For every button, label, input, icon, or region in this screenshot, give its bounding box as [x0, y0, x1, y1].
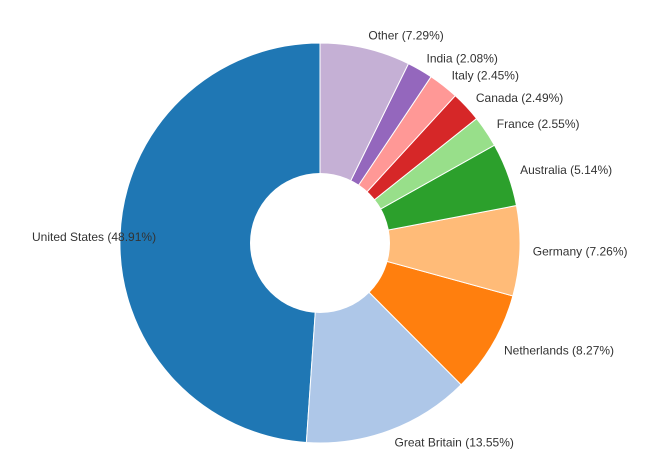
label-canada: Canada (2.49%): [476, 91, 563, 105]
label-australia: Australia (5.14%): [520, 163, 612, 177]
donut-hole: [250, 173, 390, 313]
label-netherlands: Netherlands (8.27%): [504, 343, 614, 357]
label-italy: Italy (2.45%): [452, 69, 519, 83]
label-germany: Germany (7.26%): [533, 245, 628, 259]
label-great-britain: Great Britain (13.55%): [395, 436, 514, 450]
slice-united-states[interactable]: [119, 42, 321, 444]
labels-layer: United States (48.91%) Great Britain (13.…: [32, 29, 628, 450]
label-france: France (2.55%): [497, 117, 580, 131]
label-india: India (2.08%): [427, 52, 498, 66]
label-other: Other (7.29%): [368, 29, 443, 43]
label-united-states: United States (48.91%): [32, 230, 156, 244]
